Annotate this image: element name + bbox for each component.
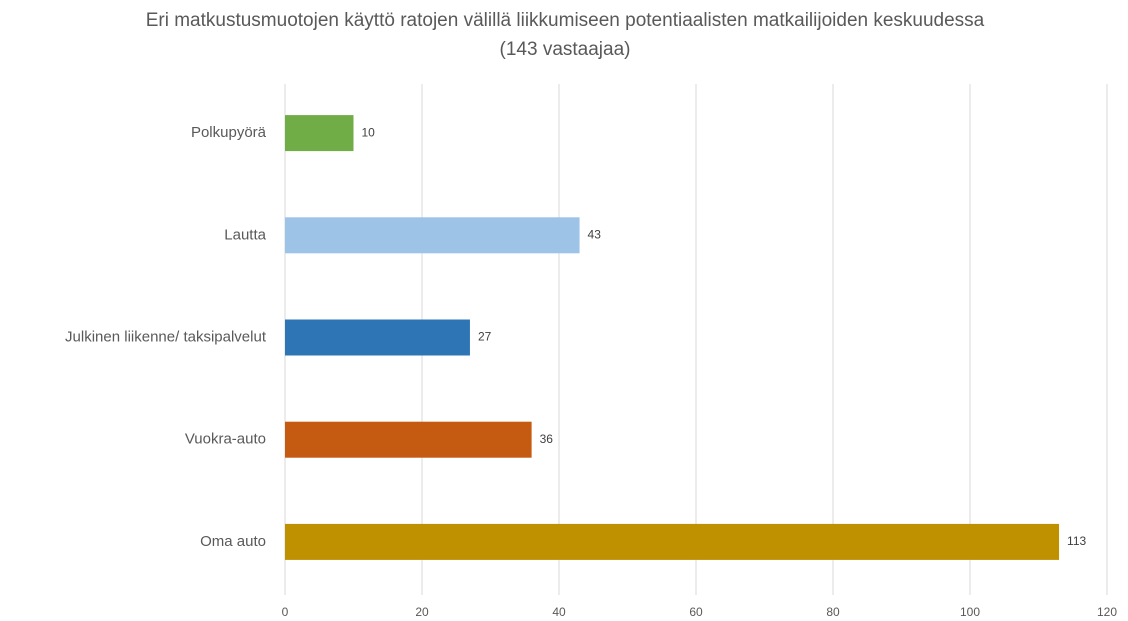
y-tick-label: Lautta <box>224 226 266 243</box>
bar <box>285 523 1060 560</box>
data-label: 43 <box>588 227 602 241</box>
bar <box>285 421 532 458</box>
bar <box>285 115 354 152</box>
data-label: 36 <box>540 432 554 446</box>
y-tick-label: Julkinen liikenne/ taksipalvelut <box>65 328 267 345</box>
data-label: 113 <box>1067 534 1086 548</box>
chart-title: Eri matkustusmuotojen käyttö ratojen väl… <box>145 10 985 60</box>
x-tick-label: 20 <box>415 605 429 619</box>
x-tick-label: 120 <box>1097 605 1117 619</box>
bar <box>285 217 580 254</box>
data-label: 27 <box>478 330 492 344</box>
y-tick-label: Polkupyörä <box>191 124 267 141</box>
x-tick-label: 0 <box>282 605 289 619</box>
x-tick-label: 100 <box>960 605 980 619</box>
x-tick-label: 40 <box>552 605 566 619</box>
x-tick-label: 60 <box>689 605 703 619</box>
data-label: 10 <box>362 125 376 139</box>
y-tick-label: Vuokra-auto <box>185 431 266 448</box>
y-tick-label: Oma auto <box>200 533 266 550</box>
bar <box>285 319 470 356</box>
x-tick-label: 80 <box>826 605 840 619</box>
